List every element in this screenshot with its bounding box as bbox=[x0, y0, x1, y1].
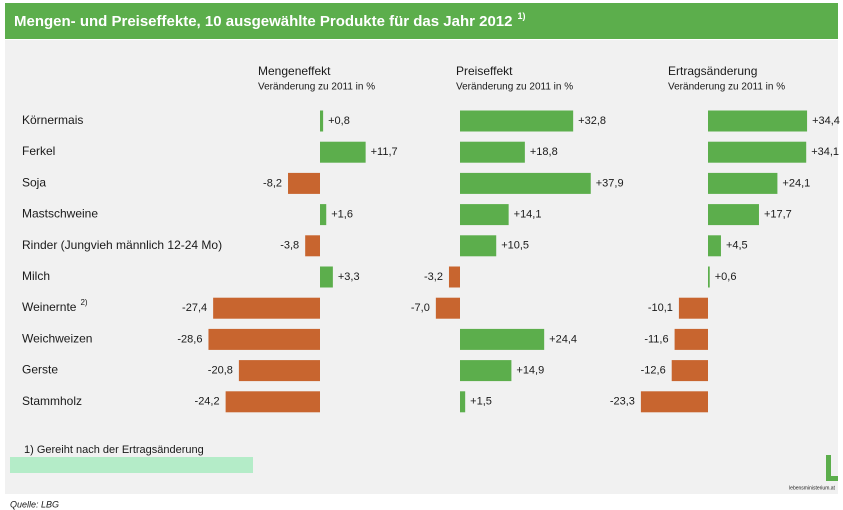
value-label: +0,8 bbox=[328, 115, 350, 127]
value-label: +1,6 bbox=[331, 209, 353, 221]
category-text: Gerste bbox=[22, 363, 58, 377]
bar bbox=[460, 360, 512, 382]
value-label: +24,4 bbox=[549, 333, 577, 345]
category-label: Körnermais bbox=[22, 113, 83, 127]
value-label: +11,7 bbox=[371, 146, 398, 158]
bar bbox=[305, 235, 320, 257]
logo-text: lebensministerium.at bbox=[789, 485, 835, 491]
logo-mark bbox=[826, 476, 838, 481]
value-label: -24,2 bbox=[195, 396, 220, 408]
value-label: +14,1 bbox=[514, 209, 542, 221]
bar bbox=[708, 141, 807, 163]
panel-subtitle: Veränderung zu 2011 in % bbox=[258, 82, 375, 93]
bar bbox=[213, 297, 320, 319]
category-text: Weichweizen bbox=[22, 332, 92, 346]
bar bbox=[460, 141, 525, 163]
category-text: Mastschweine bbox=[22, 207, 98, 221]
panel-title: Ertragsänderung bbox=[668, 64, 757, 78]
bar bbox=[320, 110, 324, 132]
value-label: -23,3 bbox=[610, 396, 635, 408]
value-label: +10,5 bbox=[501, 240, 529, 252]
bar bbox=[320, 141, 366, 163]
panel-subtitle: Veränderung zu 2011 in % bbox=[668, 82, 785, 93]
category-text: Ferkel bbox=[22, 144, 55, 158]
value-label: -20,8 bbox=[208, 365, 233, 377]
bar bbox=[238, 360, 320, 382]
bar bbox=[708, 110, 808, 132]
value-label: -10,1 bbox=[648, 302, 673, 314]
bar bbox=[640, 391, 708, 413]
category-text: Weinernte bbox=[22, 300, 77, 314]
category-label: Rinder (Jungvieh männlich 12-24 Mo) bbox=[22, 238, 222, 252]
bar bbox=[460, 172, 591, 194]
bar bbox=[678, 297, 708, 319]
category-text: Milch bbox=[22, 269, 50, 283]
bar bbox=[448, 266, 460, 288]
logo-mark bbox=[826, 455, 831, 481]
bar bbox=[460, 110, 574, 132]
value-label: -11,6 bbox=[644, 333, 668, 345]
bar bbox=[460, 391, 466, 413]
value-label: +0,6 bbox=[715, 271, 737, 283]
footnote: 1) Gereiht nach der Ertragsänderung bbox=[24, 444, 204, 456]
bar bbox=[320, 266, 333, 288]
bar bbox=[435, 297, 460, 319]
category-note: 2) bbox=[80, 298, 87, 307]
value-label: +3,3 bbox=[338, 271, 360, 283]
bar bbox=[674, 328, 708, 350]
bar bbox=[460, 235, 497, 257]
value-label: -12,6 bbox=[641, 365, 666, 377]
panel-subtitle: Veränderung zu 2011 in % bbox=[456, 82, 573, 93]
value-label: -7,0 bbox=[411, 302, 430, 314]
bar bbox=[460, 204, 509, 226]
category-label: Soja bbox=[22, 176, 46, 190]
bar bbox=[320, 204, 327, 226]
value-label: -3,2 bbox=[424, 271, 443, 283]
bar bbox=[708, 266, 710, 288]
value-label: -27,4 bbox=[182, 302, 207, 314]
value-label: -28,6 bbox=[177, 333, 202, 345]
value-label: +14,9 bbox=[516, 365, 544, 377]
background bbox=[5, 40, 838, 494]
value-label: +4,5 bbox=[726, 240, 748, 252]
bar bbox=[708, 235, 721, 257]
bar bbox=[208, 328, 320, 350]
category-text: Rinder (Jungvieh männlich 12-24 Mo) bbox=[22, 238, 222, 252]
category-label: Gerste bbox=[22, 363, 58, 377]
category-label: Weichweizen bbox=[22, 332, 92, 346]
category-label: Ferkel bbox=[22, 144, 55, 158]
bar bbox=[460, 328, 545, 350]
chart-title: Mengen- und Preiseffekte, 10 ausgewählte… bbox=[14, 11, 526, 30]
category-text: Stammholz bbox=[22, 394, 82, 408]
panel-title: Mengeneffekt bbox=[258, 64, 331, 78]
title-note: 1) bbox=[518, 11, 526, 21]
value-label: -3,8 bbox=[280, 240, 299, 252]
bar bbox=[671, 360, 708, 382]
title-text: Mengen- und Preiseffekte, 10 ausgewählte… bbox=[14, 13, 513, 30]
value-label: +34,1 bbox=[811, 146, 839, 158]
category-label: Milch bbox=[22, 269, 50, 283]
value-label: +37,9 bbox=[596, 177, 624, 189]
category-label: Mastschweine bbox=[22, 207, 98, 221]
bar bbox=[225, 391, 320, 413]
highlight-box bbox=[10, 457, 253, 473]
value-label: -8,2 bbox=[263, 177, 282, 189]
category-text: Soja bbox=[22, 176, 46, 190]
source: Quelle: LBG bbox=[10, 499, 59, 509]
value-label: +17,7 bbox=[764, 209, 792, 221]
title-bar bbox=[5, 3, 838, 39]
category-text: Körnermais bbox=[22, 113, 83, 127]
value-label: +1,5 bbox=[470, 396, 492, 408]
value-label: +24,1 bbox=[782, 177, 810, 189]
bar bbox=[288, 172, 320, 194]
value-label: +34,4 bbox=[812, 115, 840, 127]
category-label: Weinernte 2) bbox=[22, 298, 88, 314]
value-label: +32,8 bbox=[578, 115, 606, 127]
bar bbox=[708, 204, 759, 226]
category-label: Stammholz bbox=[22, 394, 82, 408]
value-label: +18,8 bbox=[530, 146, 558, 158]
panel-title: Preiseffekt bbox=[456, 64, 513, 78]
bar bbox=[708, 172, 778, 194]
